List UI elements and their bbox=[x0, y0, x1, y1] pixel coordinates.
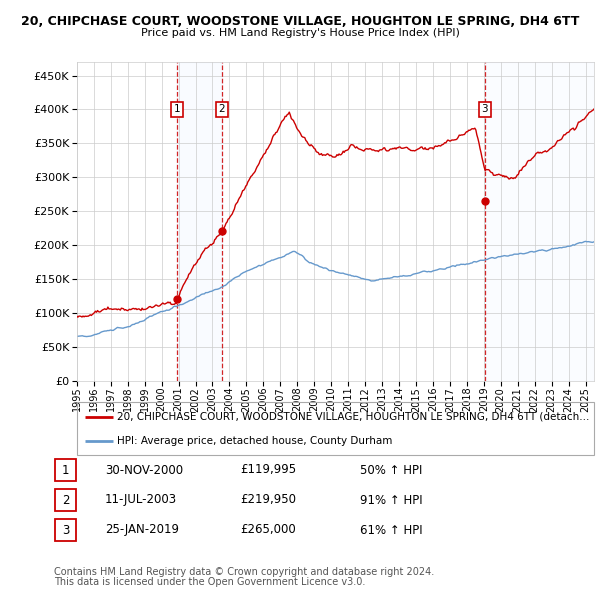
Text: This data is licensed under the Open Government Licence v3.0.: This data is licensed under the Open Gov… bbox=[54, 577, 365, 587]
Text: 2: 2 bbox=[62, 493, 69, 506]
Bar bbox=[177, 62, 221, 381]
Text: £265,000: £265,000 bbox=[240, 523, 296, 536]
Text: £119,995: £119,995 bbox=[240, 464, 296, 477]
Text: HPI: Average price, detached house, County Durham: HPI: Average price, detached house, Coun… bbox=[117, 436, 392, 446]
Text: Price paid vs. HM Land Registry's House Price Index (HPI): Price paid vs. HM Land Registry's House … bbox=[140, 28, 460, 38]
Text: 30-NOV-2000: 30-NOV-2000 bbox=[105, 464, 183, 477]
Text: 91% ↑ HPI: 91% ↑ HPI bbox=[360, 493, 422, 506]
Text: 20, CHIPCHASE COURT, WOODSTONE VILLAGE, HOUGHTON LE SPRING, DH4 6TT (detach...: 20, CHIPCHASE COURT, WOODSTONE VILLAGE, … bbox=[117, 412, 590, 422]
Text: 2: 2 bbox=[218, 104, 225, 114]
Text: 3: 3 bbox=[482, 104, 488, 114]
Text: 50% ↑ HPI: 50% ↑ HPI bbox=[360, 464, 422, 477]
Text: 61% ↑ HPI: 61% ↑ HPI bbox=[360, 523, 422, 536]
Text: 25-JAN-2019: 25-JAN-2019 bbox=[105, 523, 179, 536]
Text: 1: 1 bbox=[174, 104, 181, 114]
Text: £219,950: £219,950 bbox=[240, 493, 296, 506]
Text: Contains HM Land Registry data © Crown copyright and database right 2024.: Contains HM Land Registry data © Crown c… bbox=[54, 567, 434, 577]
Text: 20, CHIPCHASE COURT, WOODSTONE VILLAGE, HOUGHTON LE SPRING, DH4 6TT: 20, CHIPCHASE COURT, WOODSTONE VILLAGE, … bbox=[21, 15, 579, 28]
Text: 11-JUL-2003: 11-JUL-2003 bbox=[105, 493, 177, 506]
Text: 3: 3 bbox=[62, 523, 69, 536]
Text: 1: 1 bbox=[62, 464, 69, 477]
Bar bbox=[485, 62, 594, 381]
